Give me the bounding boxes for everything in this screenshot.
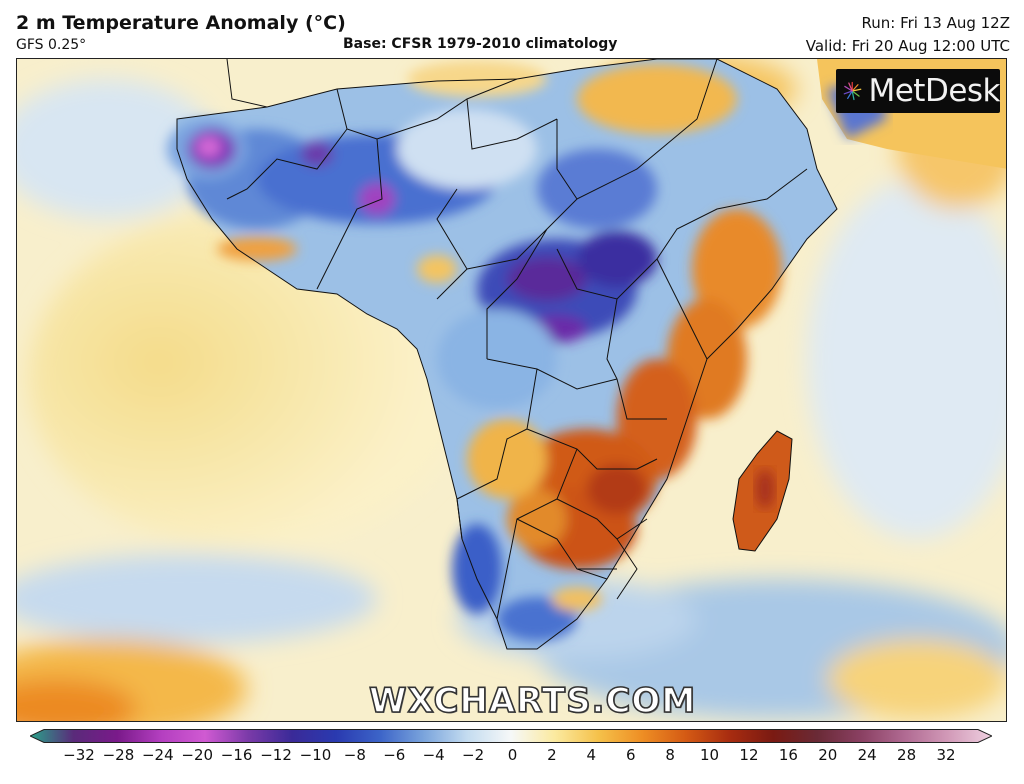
colorbar-tick-label: −4: [423, 746, 445, 764]
map-canvas: [17, 59, 1007, 722]
colorbar-tick-label: −32: [63, 746, 95, 764]
valid-time-label: Valid: Fri 20 Aug 12:00 UTC: [806, 37, 1010, 55]
metdesk-logo: MetDesk: [836, 69, 1000, 113]
colorbar-tick-label: −28: [103, 746, 135, 764]
colorbar-bar: [30, 730, 992, 743]
colorbar-tick-label: 24: [858, 746, 877, 764]
wxcharts-watermark: WXCHARTS.COM: [369, 681, 696, 721]
colorbar-tick-label: −20: [181, 746, 213, 764]
colorbar-tick-label: 10: [700, 746, 719, 764]
colorbar-tick-label: −6: [383, 746, 405, 764]
map-title: 2 m Temperature Anomaly (°C): [16, 12, 346, 34]
anomaly-map: MetDesk WXCHARTS.COM: [16, 58, 1007, 722]
colorbar-tick-label: −2: [462, 746, 484, 764]
colorbar-tick-label: −24: [142, 746, 174, 764]
colorbar: [30, 729, 992, 743]
colorbar-tick-label: 16: [779, 746, 798, 764]
metdesk-starburst-icon: [842, 73, 862, 109]
run-time-label: Run: Fri 13 Aug 12Z: [862, 14, 1011, 32]
colorbar-tick-label: 4: [587, 746, 597, 764]
colorbar-tick-label: −16: [221, 746, 253, 764]
colorbar-tick-label: −8: [344, 746, 366, 764]
colorbar-tick-label: 20: [818, 746, 837, 764]
colorbar-tick-label: 8: [665, 746, 675, 764]
colorbar-tick-label: −12: [260, 746, 292, 764]
colorbar-tick-label: 2: [547, 746, 557, 764]
base-climatology-label: Base: CFSR 1979-2010 climatology: [343, 36, 617, 52]
colorbar-tick-label: 12: [739, 746, 758, 764]
model-label: GFS 0.25°: [16, 37, 86, 53]
colorbar-tick-label: 28: [897, 746, 916, 764]
colorbar-tick-label: 32: [936, 746, 955, 764]
colorbar-tick-label: 0: [508, 746, 518, 764]
metdesk-logo-text: MetDesk: [868, 73, 1000, 109]
colorbar-tick-label: 6: [626, 746, 636, 764]
colorbar-tick-label: −10: [300, 746, 332, 764]
colorbar-tick-labels: −32 −28 −24 −20 −16 −12 −10 −8 −6 −4 −2 0 2 4 6 8 10 12 16…: [0, 746, 1024, 770]
